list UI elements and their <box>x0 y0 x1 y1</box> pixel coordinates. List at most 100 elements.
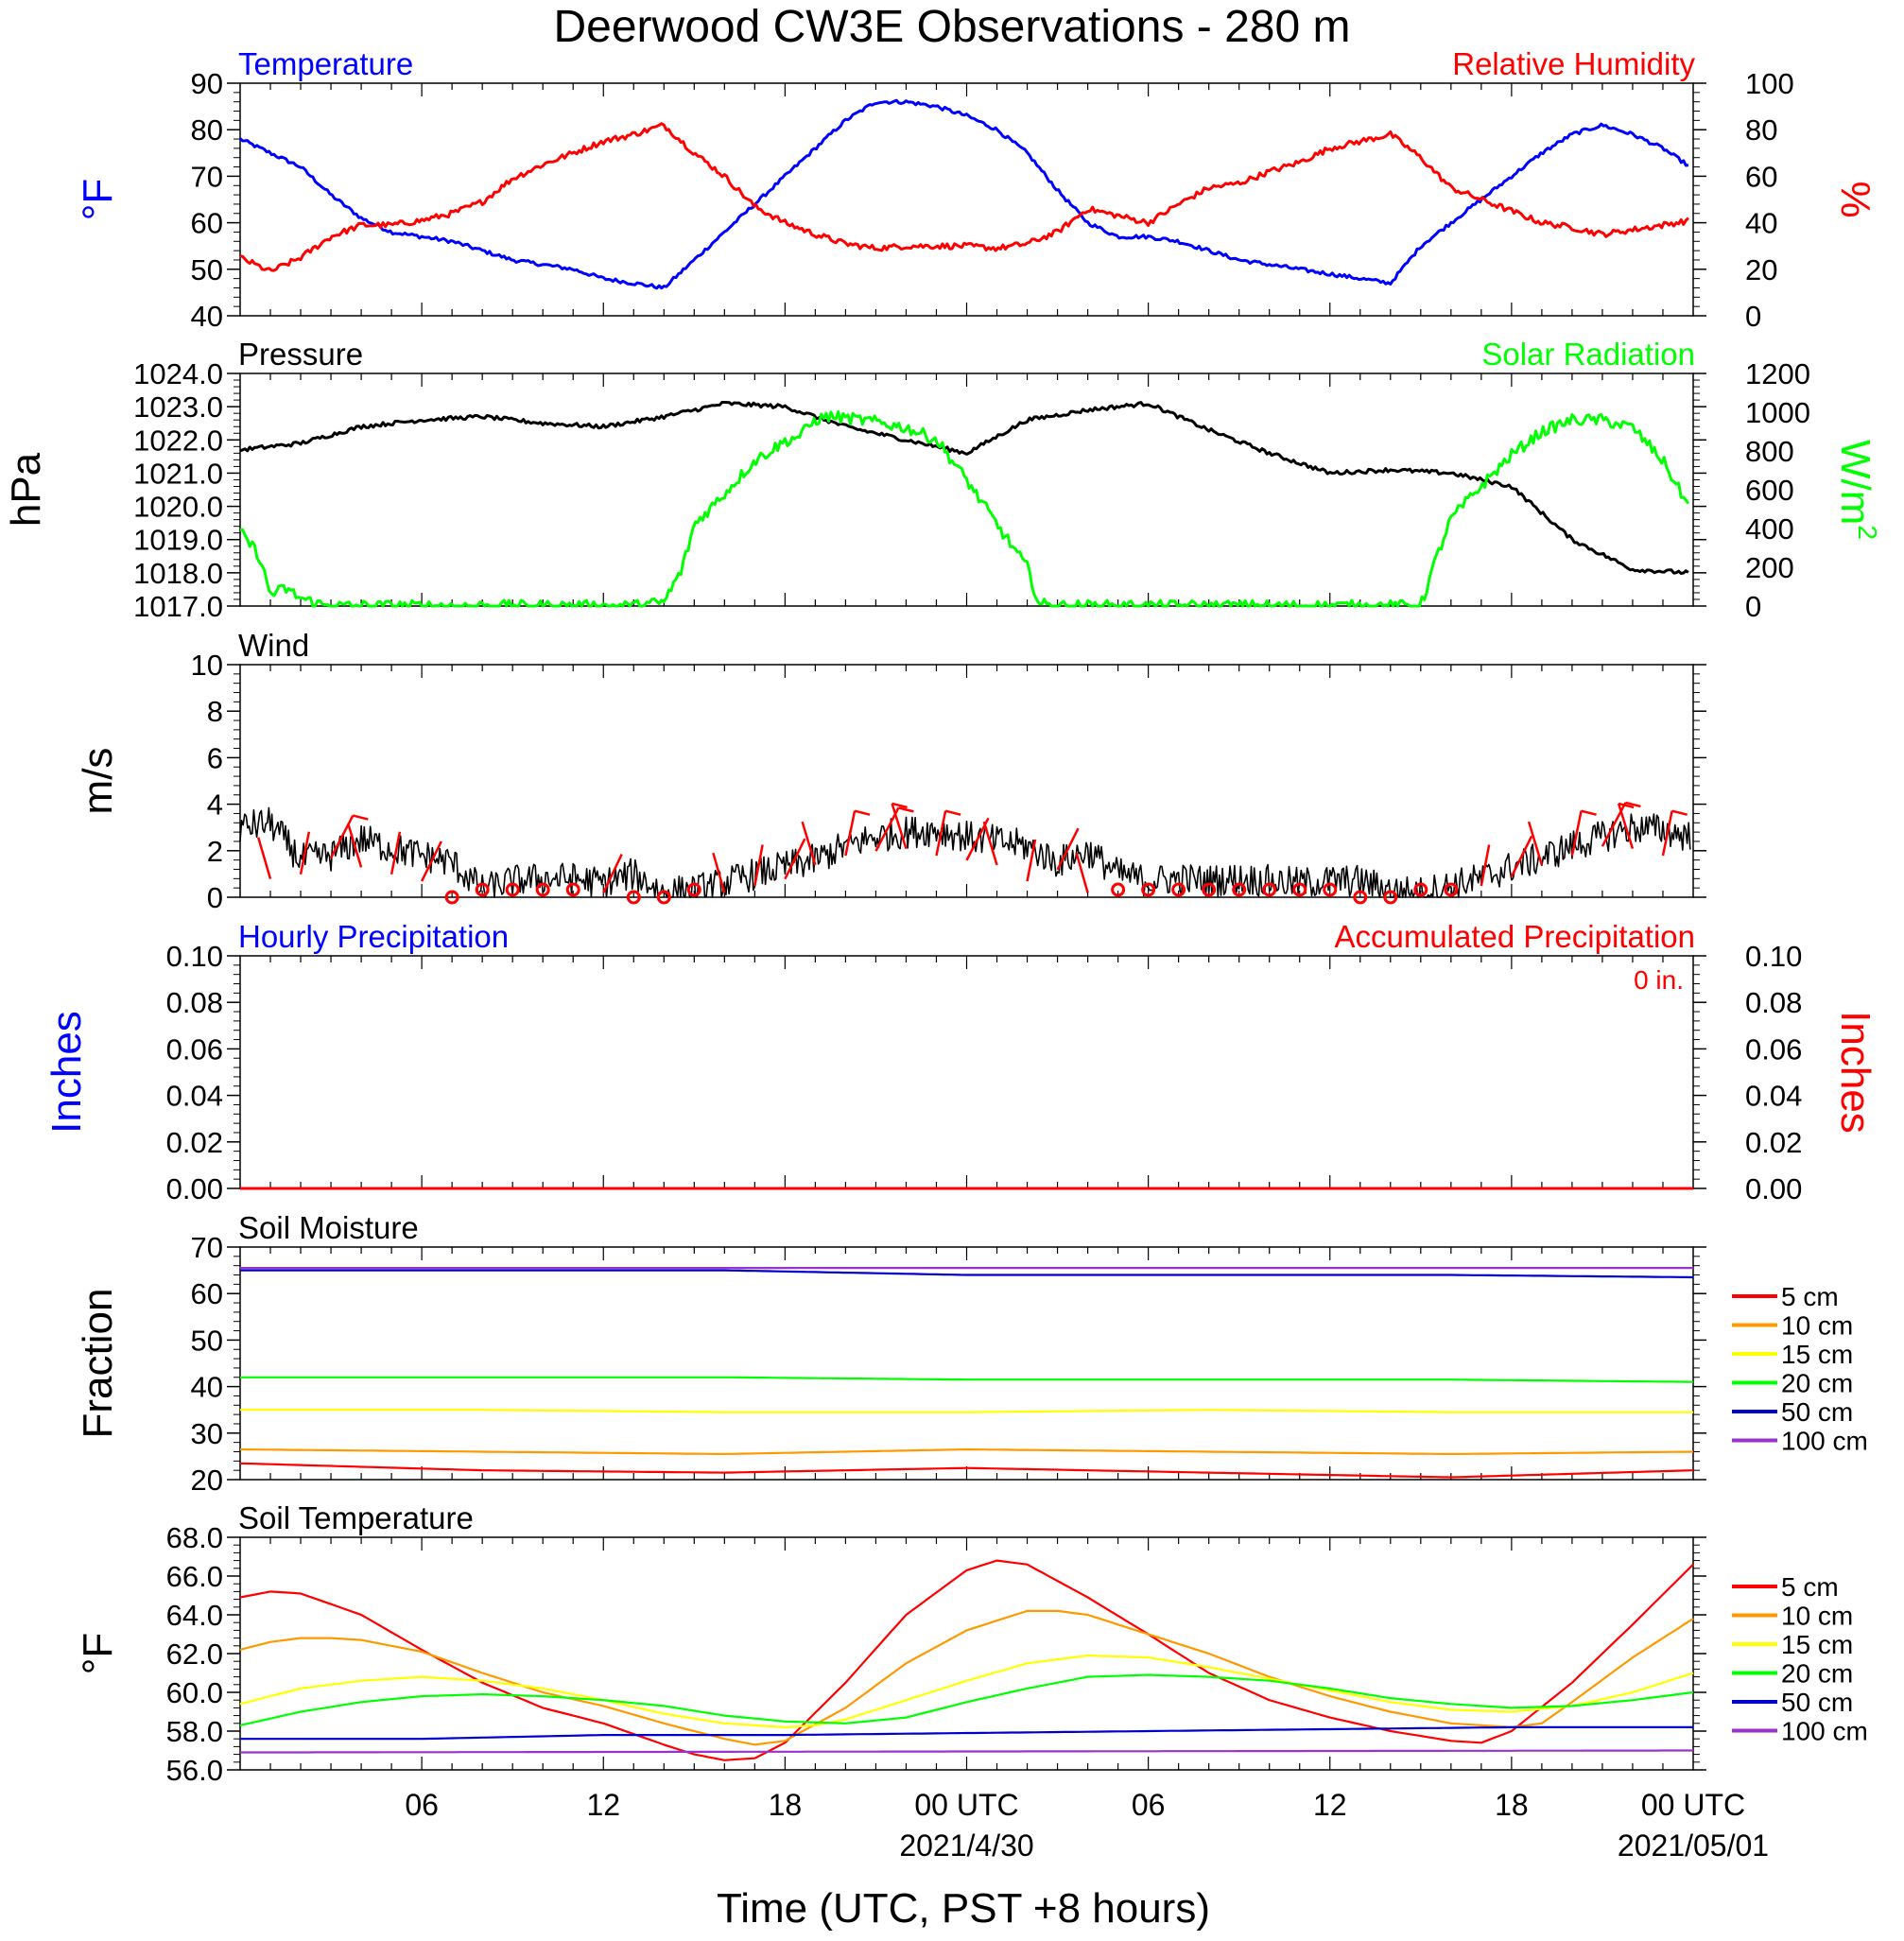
wind-calm-marker <box>1171 882 1186 897</box>
plot-frame <box>239 955 1694 1189</box>
legend-label: 5 cm <box>1781 1572 1839 1602</box>
y2-axis-label: W/m2 <box>1832 440 1882 540</box>
wind-barb <box>712 852 726 893</box>
y2-tick-label: 0.06 <box>1745 1032 1802 1066</box>
y-tick-label: 0.02 <box>166 1126 223 1159</box>
y-tick-label: 1023.0 <box>133 390 223 424</box>
wind-barb-flag <box>854 809 871 816</box>
y-tick-label: 1024.0 <box>133 357 223 390</box>
y-tick-label: 1019.0 <box>133 524 223 557</box>
panel-right-title: Solar Radiation <box>1481 337 1695 372</box>
y2-tick-label: 0.00 <box>1745 1172 1802 1205</box>
series-line <box>239 1447 1694 1455</box>
wind-barb <box>1056 827 1080 871</box>
wind-barb <box>844 810 857 857</box>
y-tick-label: 20 <box>191 1464 223 1497</box>
series-line <box>239 1609 1694 1746</box>
wind-barb-flag <box>898 806 914 813</box>
wind-barb <box>935 810 947 857</box>
y2-tick-label: 800 <box>1745 435 1794 468</box>
plot-frame <box>239 1246 1694 1481</box>
panel-right-title: Relative Humidity <box>1452 46 1695 81</box>
y2-tick-label: 600 <box>1745 474 1794 507</box>
wind-calm-marker <box>1262 882 1277 897</box>
wind-calm-marker <box>626 890 641 905</box>
y-tick-label: 0.06 <box>166 1032 223 1066</box>
wind-barb-flag <box>891 802 908 809</box>
series-line <box>239 122 1689 272</box>
y-tick-label: 6 <box>207 741 223 774</box>
wind-calm-marker <box>1413 882 1428 897</box>
y2-axis-label: % <box>1832 181 1878 217</box>
temperature-humidity-panel: 40 50 60 70 80 90 0 20 40 60 80 100 Temperature Relat… <box>75 46 1878 333</box>
wind-calm-marker <box>1353 890 1368 905</box>
superscript: 2 <box>1853 525 1882 540</box>
y-tick-label: 40 <box>191 300 223 333</box>
legend-label: 10 cm <box>1781 1602 1853 1631</box>
y-tick-label: 64.0 <box>166 1599 223 1632</box>
x-tick-label: 06 <box>405 1788 439 1822</box>
y2-tick-label: 0 <box>1745 300 1761 333</box>
pressure-solar-panel: 1017.01018.01019.01020.01021.01022.01023… <box>3 337 1882 623</box>
y2-tick-label: 80 <box>1745 113 1777 147</box>
y-tick-label: 0.10 <box>166 940 223 973</box>
wind-barb-flag <box>353 814 369 821</box>
wind-barb <box>1480 844 1491 887</box>
x-tick-label: 00 UTC <box>914 1788 1018 1822</box>
wind-calm-marker <box>565 882 580 897</box>
y-tick-label: 90 <box>191 67 223 100</box>
wind-barb <box>891 803 908 850</box>
y-axis-label: °F <box>75 1633 121 1674</box>
y-tick-label: 60 <box>191 1277 223 1310</box>
plot-frame <box>239 664 1694 898</box>
series-line <box>240 1269 1694 1279</box>
y-tick-label: 10 <box>191 649 223 682</box>
wind-calm-marker <box>1202 882 1217 897</box>
wind-calm-marker <box>1111 882 1126 897</box>
wind-barb <box>329 815 355 859</box>
wind-barb <box>299 831 311 875</box>
wind-calm-marker <box>1232 882 1247 897</box>
legend-label: 50 cm <box>1781 1688 1853 1717</box>
legend-label: 100 cm <box>1781 1427 1868 1456</box>
wind-barb-flag <box>1581 809 1597 816</box>
y-tick-label: 2 <box>207 835 223 868</box>
panel-left-title: Hourly Precipitation <box>238 919 509 954</box>
legend-label: 15 cm <box>1781 1340 1853 1369</box>
series-line <box>239 1654 1694 1728</box>
y2-tick-label: 40 <box>1745 207 1777 240</box>
y-tick-label: 58.0 <box>166 1715 223 1748</box>
wind-calm-marker <box>1141 882 1156 897</box>
wind-calm-marker <box>444 890 459 905</box>
wind-barb <box>1570 810 1583 857</box>
x-tick-label: 12 <box>1313 1788 1347 1822</box>
legend-label: 10 cm <box>1781 1311 1853 1341</box>
y-tick-label: 1021.0 <box>133 457 223 490</box>
wind-barb <box>1527 821 1544 866</box>
series-line <box>240 1376 1694 1383</box>
plot-frame <box>239 1536 1694 1771</box>
wind-calm-marker <box>1323 882 1338 897</box>
panel-left-title: Temperature <box>238 46 413 81</box>
legend-label: 20 cm <box>1781 1369 1853 1398</box>
soil-moisture-panel: 20 30 40 50 60 70 Soil Moisture Fraction 5 cm10 … <box>75 1210 1868 1497</box>
y-tick-label: 8 <box>207 695 223 728</box>
main-title: Deerwood CW3E Observations - 280 m <box>554 2 1351 52</box>
y2-tick-label: 60 <box>1745 160 1777 193</box>
y-tick-label: 0.08 <box>166 986 223 1019</box>
wind-calm-marker <box>656 890 671 905</box>
panel-left-title: Soil Temperature <box>238 1500 474 1535</box>
wind-barb-flag <box>1618 802 1635 809</box>
x-tick-label: 06 <box>1132 1788 1166 1822</box>
wind-barb <box>256 837 272 879</box>
y-tick-label: 40 <box>191 1371 223 1404</box>
series-line <box>239 806 1691 898</box>
wind-calm-marker <box>1444 882 1459 897</box>
wind-calm-marker <box>1383 890 1398 905</box>
wind-barb <box>1661 810 1673 857</box>
series-line <box>240 1409 1693 1413</box>
x-tick-label: 18 <box>769 1788 803 1822</box>
wind-barb-flag <box>1625 801 1641 808</box>
y-tick-label: 0.04 <box>166 1080 223 1113</box>
